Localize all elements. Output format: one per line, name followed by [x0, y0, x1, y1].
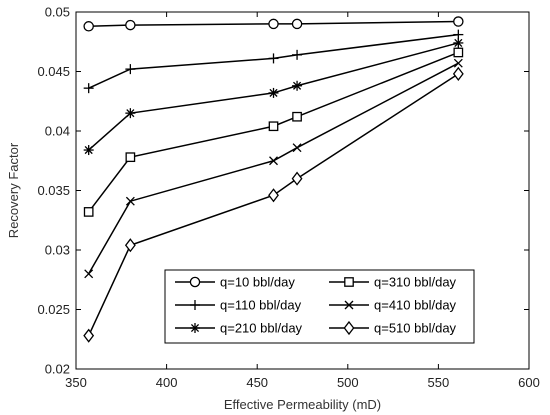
- y-tick-label: 0.04: [45, 124, 70, 139]
- series-0: [83, 16, 464, 32]
- data-point: [453, 47, 464, 58]
- x-tick-label: 350: [65, 375, 87, 390]
- legend-marker: [344, 300, 354, 310]
- legend-label: q=210 bbl/day: [220, 321, 303, 336]
- data-point: [453, 58, 463, 68]
- y-tick-label: 0.03: [45, 243, 70, 258]
- x-tick-label: 400: [156, 375, 178, 390]
- data-point: [292, 143, 302, 153]
- series-group: [83, 16, 464, 343]
- series-4: [84, 58, 463, 279]
- series-1: [83, 29, 464, 94]
- series-5: [83, 66, 464, 343]
- axes: 350 400 450 500 550 600 0.02 0.025 0.03 0.035 0.04…: [37, 5, 539, 391]
- data-point: [292, 80, 303, 91]
- x-axis-label: Effective Permeability (mD): [224, 397, 381, 412]
- data-point: [84, 269, 94, 279]
- legend-label: q=110 bbl/day: [220, 298, 302, 313]
- series-line: [88, 51, 459, 213]
- data-point: [125, 196, 135, 206]
- data-point: [124, 238, 136, 253]
- y-tick-label: 0.045: [37, 64, 70, 79]
- legend-marker: [343, 320, 355, 336]
- y-tick-label: 0.05: [45, 5, 70, 20]
- y-tick-label: 0.025: [37, 302, 70, 317]
- y-tick-label: 0.02: [45, 362, 70, 377]
- legend-item: q=10 bbl/day: [175, 275, 295, 290]
- legend-label: q=310 bbl/day: [374, 275, 457, 290]
- data-point: [268, 188, 279, 203]
- data-point: [83, 207, 94, 217]
- x-tick-label: 600: [518, 375, 540, 390]
- data-point: [291, 171, 303, 186]
- y-axis-label: Recovery Factor: [6, 142, 21, 238]
- legend-marker: [344, 277, 354, 287]
- series-2: [83, 37, 464, 156]
- legend-item: q=510 bbl/day: [329, 321, 457, 336]
- legend-item: q=210 bbl/day: [175, 321, 303, 336]
- data-point: [292, 49, 303, 60]
- legend-label: q=510 bbl/day: [374, 321, 457, 336]
- data-point: [292, 111, 302, 122]
- x-tick-label: 550: [428, 375, 450, 390]
- data-point: [125, 152, 136, 163]
- data-point: [125, 108, 136, 119]
- legend-item: q=410 bbl/day: [329, 298, 457, 313]
- legend: q=10 bbl/day q=310 bbl/day q=110 bbl/day q=…: [164, 269, 475, 344]
- data-point: [125, 19, 136, 31]
- data-point: [268, 18, 279, 30]
- data-point: [452, 66, 464, 81]
- data-point: [268, 121, 279, 132]
- data-point: [83, 145, 94, 156]
- data-point: [291, 18, 303, 30]
- legend-label: q=410 bbl/day: [374, 298, 457, 313]
- legend-item: q=310 bbl/day: [329, 275, 457, 290]
- legend-marker: [190, 300, 200, 310]
- data-point: [83, 21, 94, 32]
- data-point: [269, 156, 278, 166]
- data-point: [125, 64, 136, 75]
- data-point: [453, 16, 464, 27]
- data-point: [83, 83, 94, 94]
- data-point: [453, 37, 464, 48]
- x-tick-label: 500: [337, 375, 359, 390]
- data-point: [268, 87, 279, 98]
- y-tick-label: 0.035: [37, 183, 70, 198]
- legend-item: q=110 bbl/day: [175, 298, 302, 313]
- series-3: [83, 47, 464, 217]
- data-point: [83, 328, 95, 343]
- data-point: [268, 53, 279, 64]
- x-tick-label: 450: [246, 375, 268, 390]
- legend-marker: [189, 276, 201, 288]
- legend-marker: [190, 323, 200, 333]
- legend-label: q=10 bbl/day: [220, 275, 295, 290]
- legend-box: [164, 269, 475, 344]
